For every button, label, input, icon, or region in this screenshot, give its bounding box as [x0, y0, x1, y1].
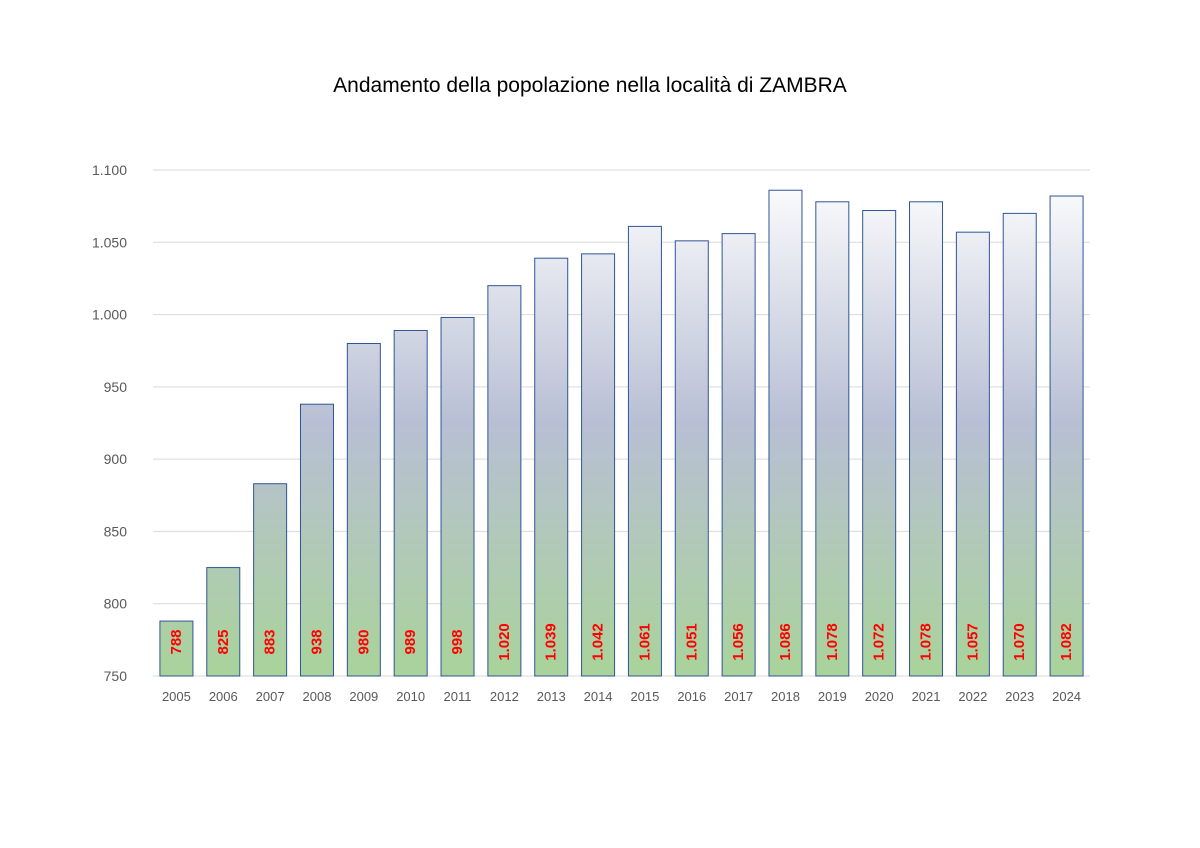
data-label: 1.082	[1058, 623, 1075, 661]
data-label: 788	[168, 629, 185, 654]
y-tick-label: 750	[104, 668, 128, 684]
x-tick-label: 2009	[349, 689, 378, 704]
x-tick-label: 2024	[1052, 689, 1081, 704]
data-label: 1.042	[590, 623, 607, 661]
data-label: 825	[215, 629, 232, 654]
x-tick-label: 2006	[209, 689, 238, 704]
y-tick-label: 800	[104, 596, 128, 612]
data-label: 883	[262, 629, 279, 654]
bar	[534, 257, 569, 677]
x-tick-label: 2005	[162, 689, 191, 704]
bar	[768, 189, 803, 677]
data-labels: 788 825 883 938 980 989 998 1.020 1.039 1.042 1.06…	[168, 623, 1075, 661]
bar	[253, 483, 288, 677]
x-tick-label: 2014	[584, 689, 613, 704]
x-tick-label: 2022	[958, 689, 987, 704]
bar	[955, 231, 990, 677]
data-label: 1.056	[730, 623, 747, 661]
data-label: 998	[449, 629, 466, 654]
bar	[1002, 212, 1037, 677]
y-tick-label: 900	[104, 451, 128, 467]
x-axis-ticks: 2005 2006 2007 2008 2009 2010 2011 2012 2013 2014…	[162, 689, 1081, 704]
data-label: 1.061	[636, 623, 653, 661]
bar	[627, 225, 662, 677]
chart-title: Andamento della popolazione nella locali…	[333, 74, 847, 97]
data-label: 989	[402, 629, 419, 654]
data-label: 980	[355, 629, 372, 654]
x-tick-label: 2020	[865, 689, 894, 704]
data-label: 1.078	[918, 623, 935, 661]
x-tick-label: 2016	[677, 689, 706, 704]
x-tick-label: 2017	[724, 689, 753, 704]
bar	[440, 316, 475, 677]
x-tick-label: 2019	[818, 689, 847, 704]
y-tick-label: 1.100	[92, 162, 127, 178]
data-label: 1.078	[824, 623, 841, 661]
y-axis-ticks: 750 800 850 900 950 1.000 1.050 1.100	[92, 162, 127, 684]
x-tick-label: 2018	[771, 689, 800, 704]
bar	[1049, 195, 1084, 677]
data-label: 1.051	[683, 623, 700, 661]
data-label: 1.039	[543, 623, 560, 661]
gridlines	[153, 169, 1090, 677]
bar	[487, 285, 522, 677]
data-label: 1.070	[1011, 623, 1028, 661]
x-tick-label: 2015	[630, 689, 659, 704]
x-tick-label: 2012	[490, 689, 519, 704]
data-label: 1.020	[496, 623, 513, 661]
bar	[815, 201, 850, 677]
bar	[581, 253, 616, 677]
bar	[393, 329, 428, 677]
x-tick-label: 2011	[444, 689, 472, 704]
y-tick-label: 1.000	[92, 307, 127, 323]
data-label: 1.072	[871, 623, 888, 661]
y-tick-label: 950	[104, 379, 128, 395]
y-tick-label: 1.050	[92, 234, 127, 250]
bar	[159, 620, 194, 677]
bar	[299, 403, 334, 677]
bar	[206, 567, 241, 677]
bar	[674, 240, 709, 677]
y-tick-label: 850	[104, 523, 128, 539]
data-label: 1.086	[777, 623, 794, 661]
x-tick-label: 2008	[303, 689, 332, 704]
bars	[159, 189, 1084, 677]
data-label: 1.057	[964, 623, 981, 661]
bar	[346, 342, 381, 677]
x-tick-label: 2010	[396, 689, 425, 704]
data-label: 938	[308, 629, 325, 654]
bar	[721, 233, 756, 677]
x-tick-label: 2023	[1005, 689, 1034, 704]
x-tick-label: 2021	[912, 689, 941, 704]
bar	[909, 201, 944, 677]
x-tick-label: 2013	[537, 689, 566, 704]
x-tick-label: 2007	[256, 689, 285, 704]
bar	[862, 209, 897, 677]
